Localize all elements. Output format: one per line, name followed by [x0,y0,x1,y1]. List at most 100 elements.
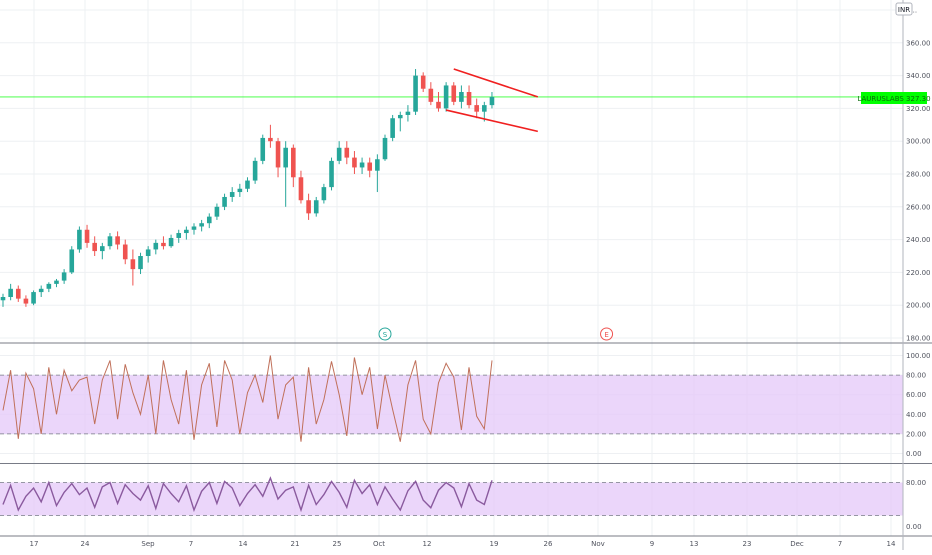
candle-body [405,111,411,115]
x-tick-label: 12 [423,540,432,548]
x-tick-label: 7 [189,540,193,548]
stoch-tick-label: 60.00 [906,391,926,399]
candle-body [344,147,350,158]
candle-body [413,75,418,112]
candle-body [214,206,220,217]
x-tick-label: 21 [291,540,300,548]
candle-body [161,242,166,247]
stochastic-line [2,355,493,442]
candle-body [199,223,204,227]
candle-body [38,288,44,293]
currency-box[interactable] [895,2,913,16]
currency-label: INR [898,6,910,14]
x-tick-label: 19 [490,540,499,548]
candle-body [321,187,327,201]
candle-body [46,283,52,289]
oscillator-lines [2,355,493,513]
trendlines [445,68,539,133]
x-tick-label: 14 [239,540,248,548]
price-tick-label: 260.00 [906,203,931,211]
stoch-tick-label: 80.00 [906,372,926,380]
candle-body [382,137,388,160]
candle-body [122,244,128,260]
x-tick-label: 7 [838,540,842,548]
rsi-tick-label: 80.00 [906,479,926,487]
candle-body [229,192,235,197]
candle-body [245,180,250,189]
x-tick-label: 13 [690,540,699,548]
candle-body [352,157,357,168]
price-tick-label: 340.00 [906,72,931,80]
x-tick-label: 9 [650,540,654,548]
candle-body [92,242,97,252]
event-marker-label: S [383,331,388,339]
candle-body [15,288,21,299]
candle-body [115,236,120,245]
price-tick-label: 300.00 [906,138,931,146]
price-tick-label: 200.00 [906,302,931,310]
price-tick-label: 280.00 [906,171,931,179]
price-tick-label: 220.00 [906,269,931,277]
candle-body [107,236,113,247]
candle-body [237,188,243,193]
candle-body [176,233,182,238]
event-marker-circle [600,327,614,341]
candle-body [359,162,365,168]
candle-body [474,105,479,112]
candle-body [329,160,334,188]
rsi-line [2,476,493,513]
x-tick-label: 14 [887,540,896,548]
x-tick-label: Oct [373,540,385,548]
candle-body [451,85,457,102]
candle-body [145,249,151,256]
candle-body [252,160,258,181]
rsi-tick-label: 0.00 [906,523,922,531]
price-tick-label: 240.00 [906,236,931,244]
x-tick-label: 23 [743,540,752,548]
candle-body [260,137,266,161]
candle-body [489,96,495,106]
price-badge-box [861,92,927,104]
candle-body [153,242,159,250]
candle-body [184,229,189,234]
event-marker-circle [378,327,392,341]
candle-body [443,85,449,109]
price-tick-label: 360.00 [906,39,931,47]
candle-body [54,280,59,284]
x-tick-label: 17 [30,540,39,548]
candle-body [84,229,90,243]
oscillator-bands [0,374,903,516]
candle-body [375,159,380,171]
rsi-band [0,482,903,516]
candle-body [313,200,319,214]
candle-body [482,105,487,112]
price-badge: LAURUSLABS 327.30 [857,95,930,103]
price-tick-label: 180.00 [906,335,931,343]
candle-body [390,118,395,138]
candle-body [291,147,296,178]
candle-body [436,101,441,109]
stoch-tick-label: 100.00 [906,352,931,360]
candle-body [283,147,288,168]
candle-body [31,292,36,304]
stoch-tick-label: 0.00 [906,450,922,458]
candle-body [466,92,472,106]
price-tick-label: 320.00 [906,105,931,113]
x-tick-label: Nov [591,540,605,548]
candle-body [0,297,6,301]
x-tick-label: 25 [333,540,342,548]
stoch-tick-label: 20.00 [906,430,926,438]
x-tick-label: Dec [790,540,804,548]
candle-body [61,272,67,281]
candle-body [77,229,82,250]
candle-body [397,114,403,119]
candle-body [268,137,273,142]
candle-body [100,246,105,252]
candle-body [428,88,434,102]
candle-body [298,177,304,201]
candle-body [69,249,75,273]
